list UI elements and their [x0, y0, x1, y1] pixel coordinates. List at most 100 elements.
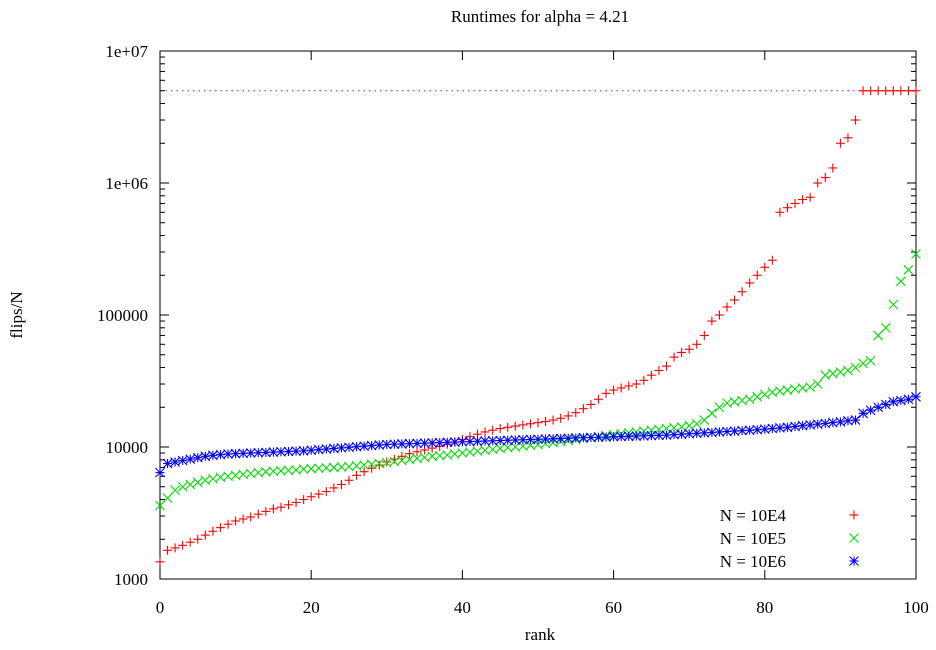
data-point — [374, 440, 385, 450]
data-point — [328, 443, 339, 454]
data-point — [336, 442, 347, 453]
data-point — [873, 402, 884, 413]
data-point — [298, 445, 309, 456]
legend-label: N = 10E6 — [720, 552, 786, 571]
plot-frame — [159, 50, 917, 580]
data-point — [351, 441, 362, 452]
data-point — [835, 138, 845, 148]
data-point — [246, 512, 256, 522]
axis-ticks: 0 20 40 60 80 100 1000 10000 100000 1e+06 1e+07 — [97, 42, 929, 617]
data-point — [570, 433, 581, 443]
data-point — [192, 477, 203, 488]
data-point — [752, 391, 763, 402]
data-point — [162, 493, 173, 504]
legend-marker — [849, 533, 859, 543]
data-point — [185, 479, 196, 490]
data-point — [556, 413, 566, 423]
data-point — [291, 497, 301, 507]
data-point — [276, 502, 286, 512]
data-point — [866, 86, 876, 96]
data-point — [162, 458, 173, 469]
data-point — [858, 86, 868, 96]
legend: N = 10E4 N = 10E5 N = 10E6 — [720, 506, 859, 571]
data-point — [170, 543, 180, 553]
data-point — [367, 463, 377, 473]
data-point — [427, 437, 438, 448]
data-point — [366, 459, 377, 470]
data-point — [722, 426, 732, 437]
legend-label: N = 10E5 — [720, 529, 786, 548]
data-point — [759, 389, 770, 400]
data-point — [616, 383, 626, 393]
data-point — [268, 447, 279, 457]
data-point — [654, 430, 664, 441]
chart-title: Runtimes for alpha = 4.21 — [451, 7, 629, 26]
data-point — [714, 310, 724, 320]
data-point — [745, 278, 755, 288]
data-point — [208, 473, 218, 484]
data-point — [767, 423, 778, 434]
data-point — [525, 419, 535, 429]
data-point — [442, 437, 453, 448]
data-point — [321, 487, 331, 497]
data-point — [805, 420, 816, 430]
data-point — [759, 424, 770, 435]
data-point — [178, 540, 188, 550]
data-point — [631, 431, 642, 441]
data-point — [903, 86, 913, 96]
data-point — [880, 399, 891, 410]
data-point — [563, 411, 573, 421]
data-point — [805, 382, 816, 392]
data-point — [548, 433, 559, 444]
data-point — [170, 457, 181, 467]
data-point — [299, 495, 309, 505]
data-point — [699, 330, 709, 340]
data-point — [276, 465, 286, 476]
y-tick-label: 10000 — [106, 438, 149, 457]
data-point — [850, 415, 861, 425]
data-point — [434, 437, 445, 448]
data-point — [374, 458, 385, 469]
series-1 — [155, 86, 921, 567]
data-point — [896, 86, 906, 96]
data-point — [540, 434, 551, 444]
data-point — [321, 462, 332, 473]
data-point — [223, 519, 233, 529]
data-point — [185, 537, 195, 547]
data-point — [313, 463, 324, 474]
data-point — [389, 439, 400, 450]
data-point — [601, 432, 611, 442]
x-tick-label: 80 — [756, 598, 773, 617]
data-point — [238, 448, 249, 459]
data-point — [344, 475, 354, 485]
data-point — [752, 424, 763, 435]
data-point — [260, 466, 271, 477]
data-point — [895, 276, 906, 287]
data-point — [646, 370, 656, 380]
data-point — [760, 262, 770, 272]
y-tick-label: 1000 — [114, 570, 148, 589]
data-point — [245, 448, 256, 458]
data-point — [510, 421, 520, 431]
data-point — [684, 420, 695, 431]
data-point — [578, 432, 589, 443]
data-point — [472, 436, 483, 447]
data-point — [155, 467, 165, 478]
data-point — [260, 447, 271, 458]
data-point — [631, 379, 641, 389]
data-point — [533, 418, 543, 428]
data-point — [737, 287, 747, 297]
data-point — [888, 86, 898, 96]
data-point — [616, 431, 627, 442]
data-point — [903, 264, 914, 275]
data-point — [518, 420, 528, 430]
data-point — [374, 460, 384, 470]
data-point — [812, 379, 823, 389]
legend-marker — [849, 510, 859, 520]
data-point — [208, 450, 218, 461]
data-point — [503, 422, 513, 432]
data-point — [283, 465, 294, 476]
data-series — [155, 86, 921, 567]
data-point — [215, 449, 226, 460]
